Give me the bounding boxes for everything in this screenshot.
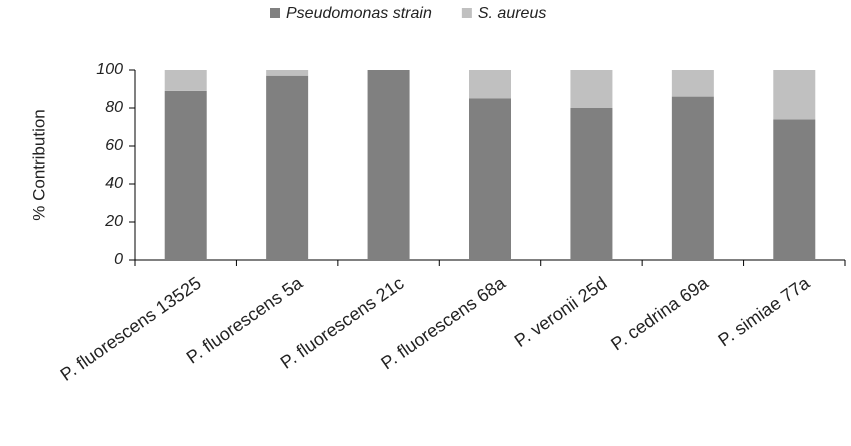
x-tick-label: P. cedrina 69a xyxy=(607,272,712,354)
y-tick-label: 100 xyxy=(96,61,123,78)
legend-label: S. aureus xyxy=(478,5,546,22)
bar-segment xyxy=(773,119,816,261)
legend-swatch xyxy=(461,8,472,18)
y-tick-label: 40 xyxy=(105,175,123,192)
y-tick-label: 20 xyxy=(104,213,123,230)
bar-segment xyxy=(469,98,511,260)
x-tick-label: P. simiae 77a xyxy=(714,272,814,350)
x-tick-label: P. veronii 25d xyxy=(511,273,611,351)
bar-segment xyxy=(164,90,207,261)
y-tick-label: 80 xyxy=(105,99,123,116)
bar-segment xyxy=(367,70,410,260)
bar-segment xyxy=(164,70,207,91)
y-tick-label: 60 xyxy=(105,137,123,154)
legend-swatch xyxy=(270,8,280,18)
bar-segment xyxy=(773,70,816,120)
bar-segment xyxy=(570,70,613,108)
legend-label: Pseudomonas strain xyxy=(286,5,432,22)
bar-segment xyxy=(570,108,613,260)
x-tick-label: P. fluorescens 13525 xyxy=(57,273,205,385)
bar-segment xyxy=(671,96,714,260)
bar-segment xyxy=(266,70,309,76)
bar-segment xyxy=(671,70,714,97)
bar-segment xyxy=(266,75,309,260)
y-axis-label: % Contribution xyxy=(29,109,48,221)
bar-segment xyxy=(469,70,511,99)
y-tick-label: 0 xyxy=(114,251,123,268)
